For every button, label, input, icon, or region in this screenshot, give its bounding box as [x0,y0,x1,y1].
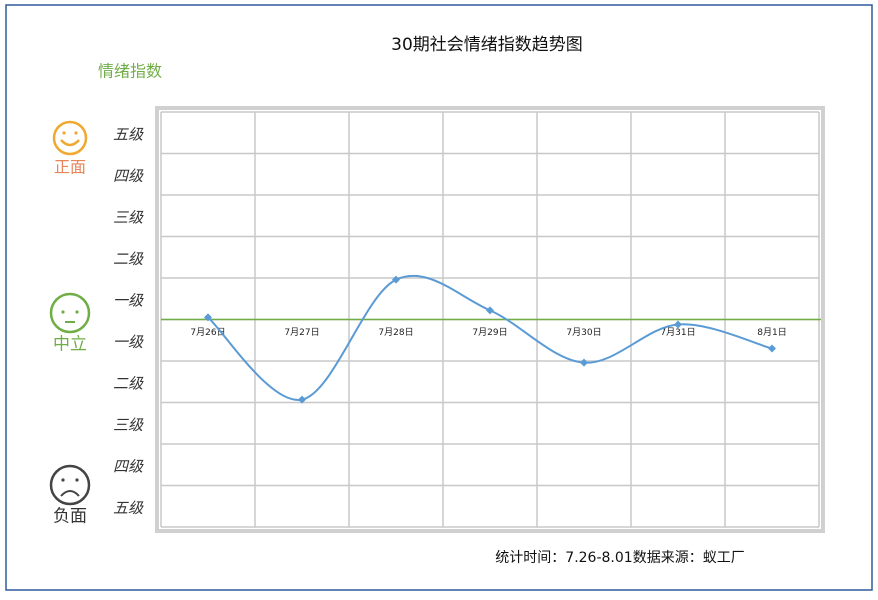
y-level-label: 五级 [113,125,144,143]
y-level-label: 三级 [113,208,144,226]
y-level-label: 二级 [113,250,144,268]
x-tick-label: 7月29日 [472,327,507,338]
x-tick-label: 7月26日 [190,327,225,338]
mood-label: 中立 [53,335,87,355]
point [486,306,494,315]
footer: 统计时间：7.26-8.01数据来源：蚁工厂 [495,550,744,566]
happy-face [52,120,88,156]
mood-label: 负面 [53,507,87,527]
y-label: 情绪指数 [98,62,162,81]
y-level-label: 三级 [113,416,144,434]
point [580,358,588,367]
point [298,395,306,404]
y-level-label: 五级 [113,499,144,517]
point [204,313,212,322]
sad-face [49,464,91,506]
x-tick-label: 7月31日 [660,327,695,338]
x-tick-label: 8月1日 [757,327,786,338]
point [768,344,776,353]
y-level-label: 四级 [113,457,144,475]
x-tick-label: 7月30日 [566,327,601,338]
y-level-label: 四级 [113,167,144,185]
chart-title: 30期社会情绪指数趋势图 [391,35,583,55]
mood-label: 正面 [54,158,86,177]
neutral-face [49,292,91,334]
y-level-label: 一级 [113,291,144,309]
point [674,320,682,329]
x-tick-label: 7月27日 [284,327,319,338]
y-level-label: 二级 [113,374,144,392]
point [392,275,400,284]
y-level-label: 一级 [113,333,144,351]
x-tick-label: 7月28日 [378,327,413,338]
